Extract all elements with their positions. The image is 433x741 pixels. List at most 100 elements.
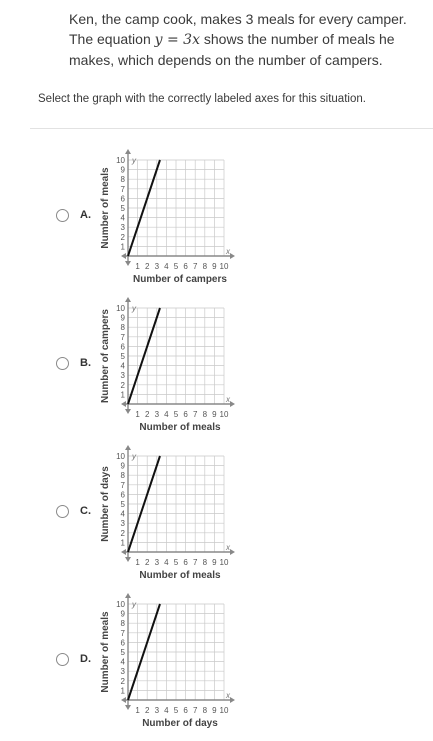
x-axis-arrow-right bbox=[230, 253, 235, 259]
grid bbox=[127, 455, 225, 553]
x-tick-label: 8 bbox=[203, 262, 208, 271]
option-letter-b: B. bbox=[80, 357, 91, 369]
y-axis-name: y bbox=[131, 600, 137, 609]
x-tick-label: 1 bbox=[135, 558, 140, 567]
x-tick-label: 10 bbox=[220, 558, 229, 567]
y-tick-label: 6 bbox=[121, 342, 126, 351]
radio-button-a[interactable] bbox=[56, 209, 69, 222]
y-tick-label: 3 bbox=[121, 223, 126, 232]
x-tick-label: 8 bbox=[203, 558, 208, 567]
y-axis-arrow-up bbox=[125, 593, 131, 598]
y-tick-label: 5 bbox=[121, 648, 126, 657]
option-b[interactable]: B. y x 1 2 3 4 5 6 7 8 9 10 1 2 3 4 5 6 7 8 9 10 Number of cam… bbox=[0, 296, 433, 444]
x-tick-label: 5 bbox=[174, 410, 179, 419]
radio-button-c[interactable] bbox=[56, 505, 69, 518]
y-tick-label: 4 bbox=[121, 214, 126, 223]
y-tick-label: 5 bbox=[121, 500, 126, 509]
grid bbox=[127, 603, 225, 701]
y-tick-label: 10 bbox=[116, 304, 125, 313]
y-axis-arrow-up bbox=[125, 297, 131, 302]
y-axis-arrow-up bbox=[125, 445, 131, 450]
x-tick-label: 9 bbox=[212, 262, 217, 271]
x-axis-label: Number of meals bbox=[139, 422, 221, 433]
data-line bbox=[127, 159, 161, 257]
y-axis-label: Number of days bbox=[100, 466, 111, 542]
y-tick-label: 1 bbox=[121, 538, 126, 547]
y-axis-label: Number of campers bbox=[100, 309, 111, 403]
option-d[interactable]: D. y x 1 2 3 4 5 6 7 8 9 10 1 2 3 4 5 6 7 8 9 10 Number of mea… bbox=[0, 592, 433, 740]
y-tick-label: 1 bbox=[121, 390, 126, 399]
x-axis-arrow-right bbox=[230, 697, 235, 703]
x-axis-label: Number of meals bbox=[139, 570, 221, 581]
y-axis-name: y bbox=[131, 156, 137, 165]
x-axis-arrow-left bbox=[121, 401, 126, 407]
x-axis-name: x bbox=[225, 543, 231, 552]
y-tick-label: 7 bbox=[121, 333, 126, 342]
y-tick-label: 7 bbox=[121, 481, 126, 490]
x-tick-label: 4 bbox=[164, 262, 169, 271]
data-line bbox=[127, 307, 161, 405]
radio-button-d[interactable] bbox=[56, 653, 69, 666]
option-letter-a: A. bbox=[80, 209, 91, 221]
data-line bbox=[127, 455, 161, 553]
x-tick-label: 2 bbox=[145, 706, 150, 715]
y-tick-label: 6 bbox=[121, 194, 126, 203]
x-tick-label: 6 bbox=[183, 558, 188, 567]
x-tick-label: 9 bbox=[212, 706, 217, 715]
x-tick-label: 10 bbox=[220, 262, 229, 271]
y-tick-label: 8 bbox=[121, 619, 126, 628]
y-tick-label: 9 bbox=[121, 166, 126, 175]
y-tick-label: 2 bbox=[121, 677, 126, 686]
x-tick-label: 6 bbox=[183, 262, 188, 271]
grid bbox=[127, 159, 225, 257]
y-axis-label: Number of meals bbox=[100, 167, 111, 249]
x-tick-label: 5 bbox=[174, 558, 179, 567]
y-axis-name: y bbox=[131, 304, 137, 313]
y-axis-arrow-down bbox=[125, 409, 131, 414]
x-tick-label: 3 bbox=[155, 262, 160, 271]
equation-x: x bbox=[192, 32, 200, 48]
y-tick-label: 8 bbox=[121, 323, 126, 332]
x-axis-label: Number of days bbox=[142, 718, 218, 729]
y-tick-label: 10 bbox=[116, 600, 125, 609]
radio-button-b[interactable] bbox=[56, 357, 69, 370]
y-tick-label: 7 bbox=[121, 629, 126, 638]
x-tick-label: 9 bbox=[212, 410, 217, 419]
x-tick-label: 5 bbox=[174, 706, 179, 715]
x-tick-label: 2 bbox=[145, 262, 150, 271]
option-c[interactable]: C. y x 1 2 3 4 5 6 7 8 9 10 1 2 3 4 5 6 7 8 9 10 Number of day… bbox=[0, 444, 433, 592]
y-tick-label: 3 bbox=[121, 371, 126, 380]
y-tick-label: 3 bbox=[121, 667, 126, 676]
x-tick-label: 7 bbox=[193, 706, 198, 715]
x-tick-label: 2 bbox=[145, 558, 150, 567]
y-axis-arrow-up bbox=[125, 149, 131, 154]
x-axis-name: x bbox=[225, 247, 231, 256]
y-tick-label: 2 bbox=[121, 381, 126, 390]
x-tick-label: 4 bbox=[164, 706, 169, 715]
question-text: Ken, the camp cook, makes 3 meals for ev… bbox=[69, 9, 425, 70]
y-tick-label: 10 bbox=[116, 452, 125, 461]
y-tick-label: 5 bbox=[121, 204, 126, 213]
x-tick-label: 1 bbox=[135, 410, 140, 419]
y-tick-label: 5 bbox=[121, 352, 126, 361]
y-tick-label: 7 bbox=[121, 185, 126, 194]
x-tick-label: 7 bbox=[193, 410, 198, 419]
option-a[interactable]: A. y x 1 2 3 4 5 6 7 8 9 10 1 2 3 4 5 6 7 8 9 10 Number of mea… bbox=[0, 148, 433, 296]
x-tick-label: 1 bbox=[135, 262, 140, 271]
x-tick-label: 8 bbox=[203, 706, 208, 715]
x-tick-label: 6 bbox=[183, 706, 188, 715]
x-tick-label: 2 bbox=[145, 410, 150, 419]
x-axis-arrow-left bbox=[121, 697, 126, 703]
y-tick-label: 8 bbox=[121, 175, 126, 184]
y-axis-name: y bbox=[131, 452, 137, 461]
option-letter-d: D. bbox=[80, 653, 91, 665]
y-tick-label: 8 bbox=[121, 471, 126, 480]
question-part1: Ken, the camp cook, makes 3 meals for ev… bbox=[69, 11, 407, 47]
data-line bbox=[127, 603, 161, 701]
x-axis-label: Number of campers bbox=[133, 274, 227, 285]
instruction-text: Select the graph with the correctly labe… bbox=[38, 93, 366, 105]
option-letter-c: C. bbox=[80, 505, 91, 517]
x-axis-name: x bbox=[225, 395, 231, 404]
